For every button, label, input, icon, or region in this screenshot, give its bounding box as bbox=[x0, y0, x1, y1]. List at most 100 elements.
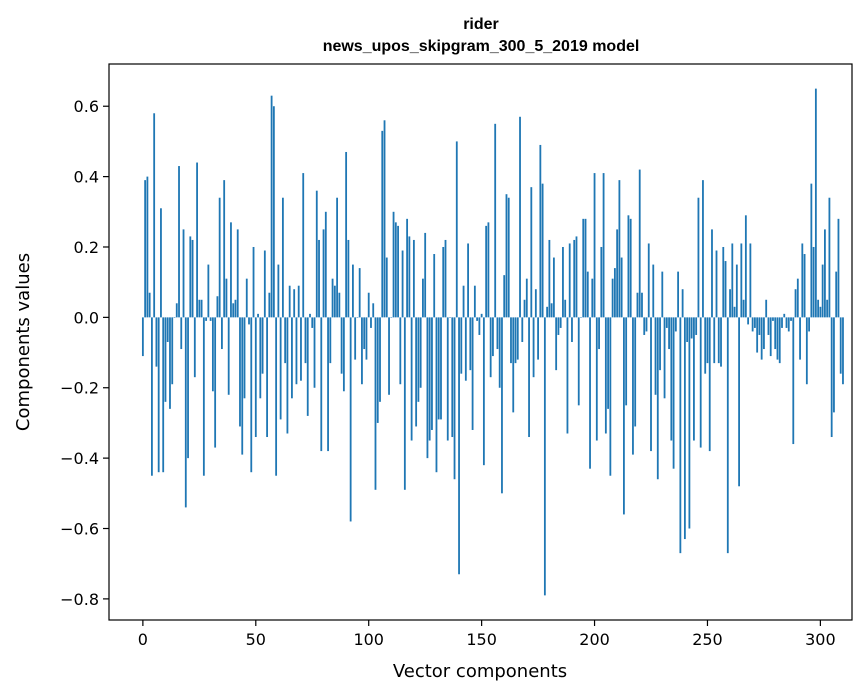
y-tick-label: −0.4 bbox=[60, 449, 99, 468]
bar bbox=[458, 317, 460, 575]
bar bbox=[720, 317, 722, 367]
bar bbox=[679, 317, 682, 554]
bar bbox=[747, 317, 750, 325]
bar bbox=[805, 317, 808, 385]
bar bbox=[765, 299, 768, 318]
bar bbox=[437, 317, 440, 420]
bar bbox=[297, 285, 300, 318]
x-tick-label: 150 bbox=[466, 630, 497, 649]
bar bbox=[390, 317, 393, 318]
bar bbox=[435, 317, 438, 473]
bar bbox=[243, 317, 246, 399]
bar bbox=[302, 173, 305, 318]
bar bbox=[604, 317, 607, 434]
bar bbox=[514, 317, 517, 364]
bar bbox=[489, 317, 492, 378]
bar bbox=[336, 197, 338, 318]
bar bbox=[239, 317, 241, 427]
bar bbox=[403, 317, 406, 490]
bar bbox=[647, 243, 650, 318]
bar bbox=[516, 317, 519, 360]
bar bbox=[713, 317, 716, 364]
bar bbox=[833, 317, 835, 413]
bar bbox=[151, 317, 153, 476]
bar bbox=[433, 254, 436, 318]
bar bbox=[562, 246, 564, 318]
bar bbox=[383, 120, 386, 318]
bar bbox=[550, 303, 553, 318]
bar bbox=[629, 218, 632, 318]
bar bbox=[164, 317, 167, 402]
chart-subtitle: news_upos_skipgram_300_5_2019 model bbox=[323, 38, 640, 55]
bar bbox=[546, 306, 549, 318]
x-axis-ticks: 0 50 100 150 200 250 300 bbox=[138, 620, 836, 649]
bar bbox=[187, 317, 189, 459]
bar bbox=[241, 317, 244, 455]
bar bbox=[704, 317, 707, 374]
x-tick-label: 100 bbox=[353, 630, 384, 649]
bar bbox=[778, 317, 781, 364]
bar bbox=[248, 317, 250, 325]
bar bbox=[609, 317, 612, 476]
bar bbox=[232, 303, 235, 318]
bar bbox=[625, 317, 628, 406]
bar bbox=[749, 243, 752, 318]
bar bbox=[715, 250, 718, 318]
bar bbox=[261, 317, 264, 374]
bar bbox=[677, 271, 680, 318]
bar bbox=[476, 317, 479, 321]
bar bbox=[566, 317, 569, 434]
bar bbox=[329, 317, 332, 364]
bar bbox=[711, 229, 713, 318]
bar bbox=[311, 317, 314, 328]
bar bbox=[519, 116, 521, 318]
bar bbox=[623, 317, 625, 515]
bar bbox=[270, 95, 273, 318]
bar bbox=[573, 239, 576, 318]
bar bbox=[839, 317, 842, 374]
bar bbox=[214, 317, 217, 448]
bar bbox=[790, 317, 792, 321]
bar bbox=[442, 246, 445, 318]
bar bbox=[826, 299, 829, 318]
bar bbox=[638, 169, 641, 318]
bar bbox=[821, 264, 824, 318]
bar bbox=[641, 292, 643, 318]
bar bbox=[198, 299, 201, 318]
bar bbox=[406, 218, 409, 318]
bar bbox=[814, 88, 817, 318]
bar bbox=[306, 317, 309, 416]
bar bbox=[363, 317, 366, 350]
bar bbox=[586, 271, 589, 318]
bar bbox=[510, 317, 512, 364]
bar bbox=[512, 317, 515, 413]
bar bbox=[175, 303, 178, 318]
bar bbox=[342, 317, 345, 392]
bar bbox=[315, 190, 318, 318]
bar bbox=[327, 317, 329, 452]
bar bbox=[507, 197, 510, 318]
plot-frame bbox=[108, 63, 853, 621]
bar bbox=[772, 317, 774, 321]
bar bbox=[636, 292, 639, 318]
bar bbox=[354, 317, 357, 360]
bar bbox=[189, 236, 192, 318]
bar bbox=[742, 299, 745, 318]
bar bbox=[564, 299, 567, 318]
y-tick-label: −0.6 bbox=[60, 520, 99, 539]
bar bbox=[487, 222, 490, 318]
bar bbox=[320, 317, 323, 452]
bar bbox=[539, 144, 542, 318]
bar bbox=[178, 166, 180, 318]
bar bbox=[160, 208, 162, 318]
bar bbox=[835, 271, 838, 318]
bar bbox=[171, 317, 174, 385]
bar bbox=[331, 278, 334, 318]
bar bbox=[180, 317, 183, 350]
bar bbox=[643, 317, 646, 335]
bar bbox=[557, 317, 560, 335]
bar bbox=[324, 211, 327, 318]
bar bbox=[659, 317, 661, 371]
bar bbox=[726, 317, 729, 554]
bar bbox=[735, 264, 738, 318]
